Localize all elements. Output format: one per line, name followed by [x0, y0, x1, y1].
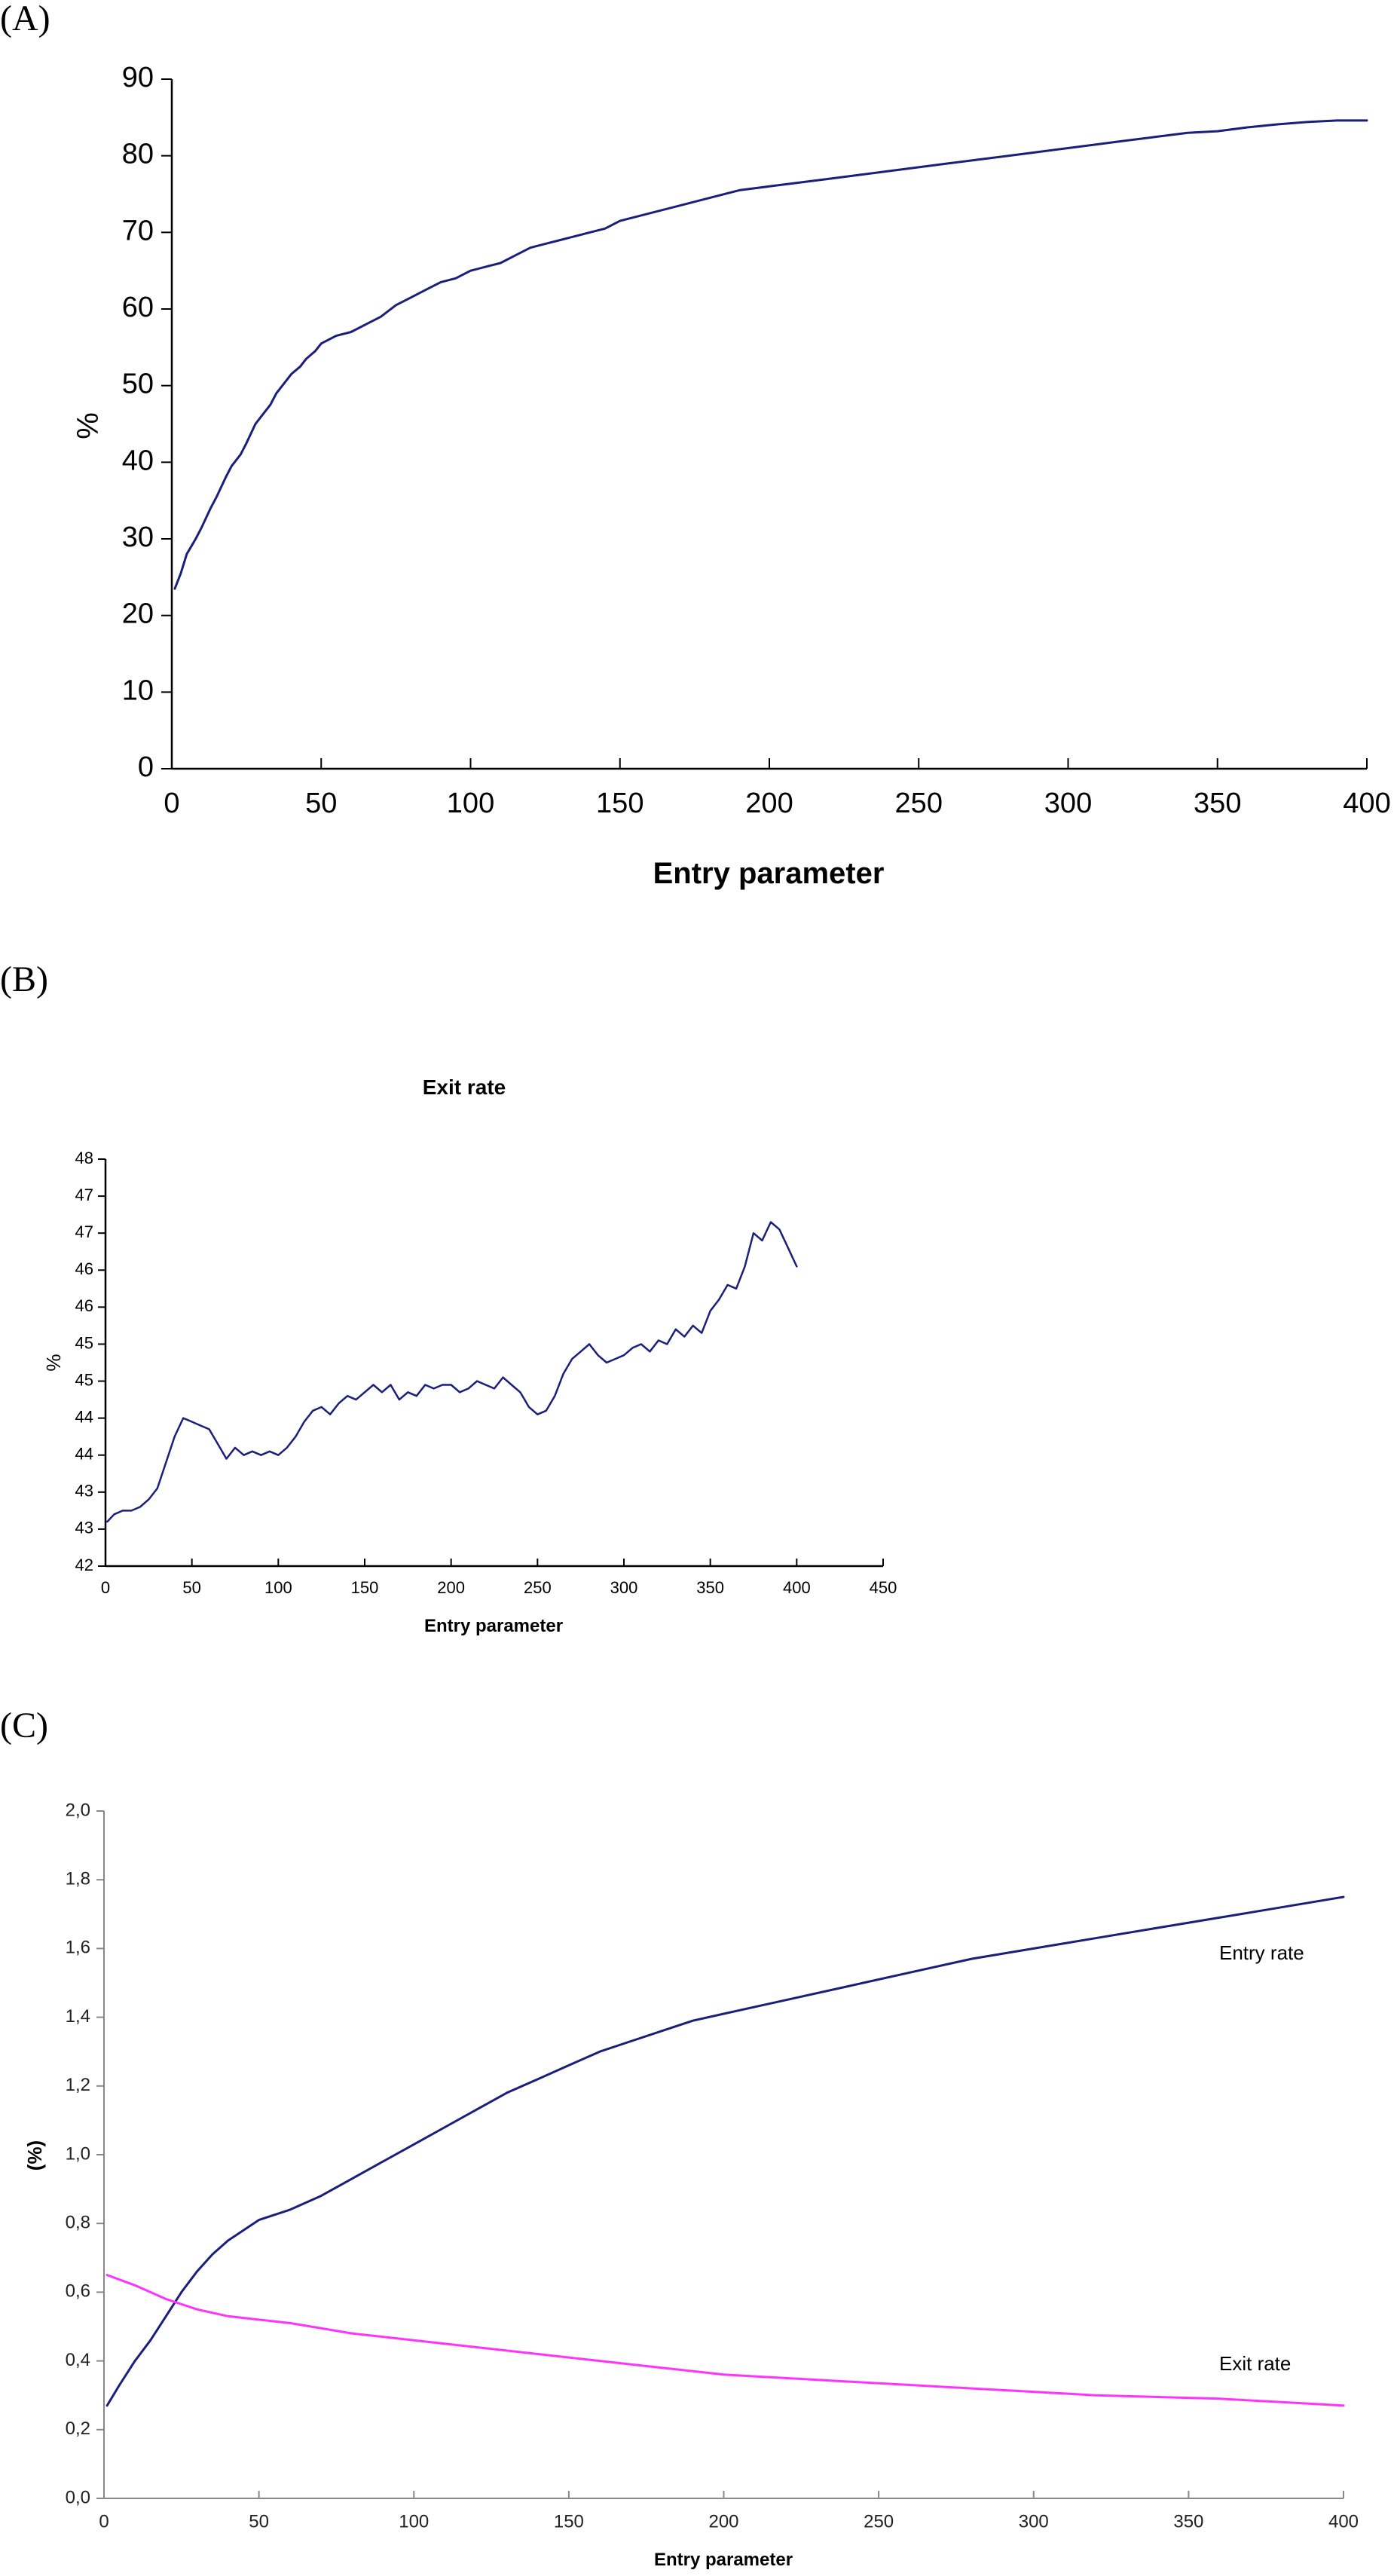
- chart-a-y-tick-label: 40: [122, 445, 154, 476]
- chart-c-y-tick-label: 1,2: [66, 2075, 90, 2095]
- chart-b-x-tick-label: 200: [437, 1578, 465, 1597]
- chart-c-annotation-exit-rate: Exit rate: [1219, 2352, 1291, 2375]
- chart-c-x-tick-label: 150: [554, 2511, 584, 2532]
- chart-b-x-tick-label: 150: [351, 1578, 379, 1597]
- chart-b-y-tick-label: 43: [75, 1519, 93, 1537]
- chart-c-y-tick-label: 0,6: [66, 2281, 90, 2302]
- chart-a-x-tick-label: 200: [745, 788, 793, 819]
- chart-a-y-tick-label: 30: [122, 522, 154, 553]
- chart-a-x-tick-label: 400: [1343, 788, 1390, 819]
- chart-c-y-tick-label: 1,4: [66, 2006, 90, 2027]
- chart-b-x-tick-label: 100: [264, 1578, 292, 1597]
- chart-c-y-tick-label: 0,2: [66, 2418, 90, 2439]
- chart-c-x-tick-label: 0: [99, 2511, 109, 2532]
- chart-b-y-tick-label: 48: [75, 1149, 93, 1167]
- chart-c-x-tick-label: 350: [1173, 2511, 1203, 2532]
- chart-c-x-tick-label: 250: [864, 2511, 894, 2532]
- chart-b-x-tick-label: 450: [870, 1578, 897, 1597]
- chart-b-y-tick-label: 47: [75, 1222, 93, 1241]
- chart-c-x-tick-label: 400: [1328, 2511, 1359, 2532]
- panel-label-c: (C): [0, 1706, 48, 1745]
- chart-c-y-tick-label: 1,0: [66, 2143, 90, 2164]
- panel-label-b: (B): [0, 959, 48, 999]
- chart-b-y-tick-label: 46: [75, 1296, 93, 1315]
- chart-a-x-tick-label: 100: [447, 788, 494, 819]
- chart-c-y-tick-label: 1,6: [66, 1938, 90, 1958]
- chart-a-x-tick-label: 50: [305, 788, 337, 819]
- chart-b-x-tick-label: 0: [101, 1578, 110, 1597]
- chart-c-x-tick-label: 200: [708, 2511, 738, 2532]
- chart-a-y-tick-label: 90: [122, 62, 154, 93]
- chart-b-x-tick-label: 250: [524, 1578, 552, 1597]
- chart-b-y-tick-label: 45: [75, 1370, 93, 1389]
- chart-c-y-tick-label: 0,4: [66, 2350, 90, 2370]
- chart-c-annotation-entry-rate: Entry rate: [1219, 1941, 1304, 1964]
- chart-a: Entry parameter % 0 10 20 30 40 50 60 70 80 90 0 50…: [72, 62, 1391, 890]
- chart-b-y-tick-label: 44: [75, 1407, 93, 1426]
- chart-a-y-tick-label: 80: [122, 139, 154, 170]
- chart-c-y-tick-label: 0,8: [66, 2213, 90, 2233]
- panel-label-a: (A): [0, 0, 50, 38]
- chart-a-x-tick-label: 350: [1194, 788, 1241, 819]
- chart-a-y-tick-label: 20: [122, 598, 154, 630]
- chart-b-x-title: Entry parameter: [424, 1616, 563, 1636]
- chart-a-y-tick-label: 60: [122, 292, 154, 323]
- chart-c-y-tick-label: 0,0: [66, 2487, 90, 2507]
- chart-c-series-line-1: [105, 1895, 1345, 2407]
- chart-c-y-tick-label: 1,8: [66, 1869, 90, 1889]
- chart-c-x-tick-label: 100: [399, 2511, 429, 2532]
- chart-b-y-tick-label: 43: [75, 1482, 93, 1501]
- chart-b-x-tick-label: 50: [182, 1578, 200, 1597]
- chart-a-x-tick-label: 0: [164, 788, 179, 819]
- chart-a-y-title: %: [72, 412, 105, 439]
- chart-c-series-line-2: [105, 2274, 1345, 2407]
- chart-b-series-line-1: [106, 1221, 798, 1523]
- chart-a-x-tick-label: 150: [596, 788, 644, 819]
- chart-c-x-tick-label: 50: [249, 2511, 269, 2532]
- chart-b-y-title: %: [42, 1354, 65, 1371]
- chart-b-y-tick-label: 47: [75, 1186, 93, 1204]
- chart-c: Entry parameter (%) Entry rate Exit rate…: [23, 1800, 1359, 2570]
- chart-b-title: Exit rate: [423, 1075, 506, 1099]
- chart-a-y-tick-label: 0: [138, 751, 154, 783]
- chart-a-x-tick-label: 300: [1044, 788, 1092, 819]
- chart-b-x-tick-label: 300: [610, 1578, 638, 1597]
- chart-b-y-tick-label: 42: [75, 1556, 93, 1574]
- chart-b-x-tick-label: 350: [696, 1578, 724, 1597]
- chart-c-y-title: (%): [23, 2140, 46, 2171]
- chart-b-y-tick-label: 46: [75, 1259, 93, 1278]
- chart-a-y-tick-label: 70: [122, 215, 154, 246]
- chart-b-y-tick-label: 44: [75, 1445, 93, 1464]
- chart-c-x-title: Entry parameter: [654, 2550, 793, 2570]
- chart-a-y-tick-label: 50: [122, 369, 154, 400]
- chart-a-x-title: Entry parameter: [653, 857, 885, 890]
- chart-a-y-tick-label: 10: [122, 675, 154, 706]
- chart-a-series-line-1: [173, 119, 1368, 590]
- chart-b-y-tick-label: 45: [75, 1333, 93, 1352]
- chart-c-y-tick-label: 2,0: [66, 1800, 90, 1820]
- chart-b: Exit rate Entry parameter % 42 43 43 44 44 45…: [42, 1075, 897, 1636]
- chart-c-x-tick-label: 300: [1019, 2511, 1049, 2532]
- chart-a-x-tick-label: 250: [895, 788, 943, 819]
- chart-b-x-tick-label: 400: [783, 1578, 811, 1597]
